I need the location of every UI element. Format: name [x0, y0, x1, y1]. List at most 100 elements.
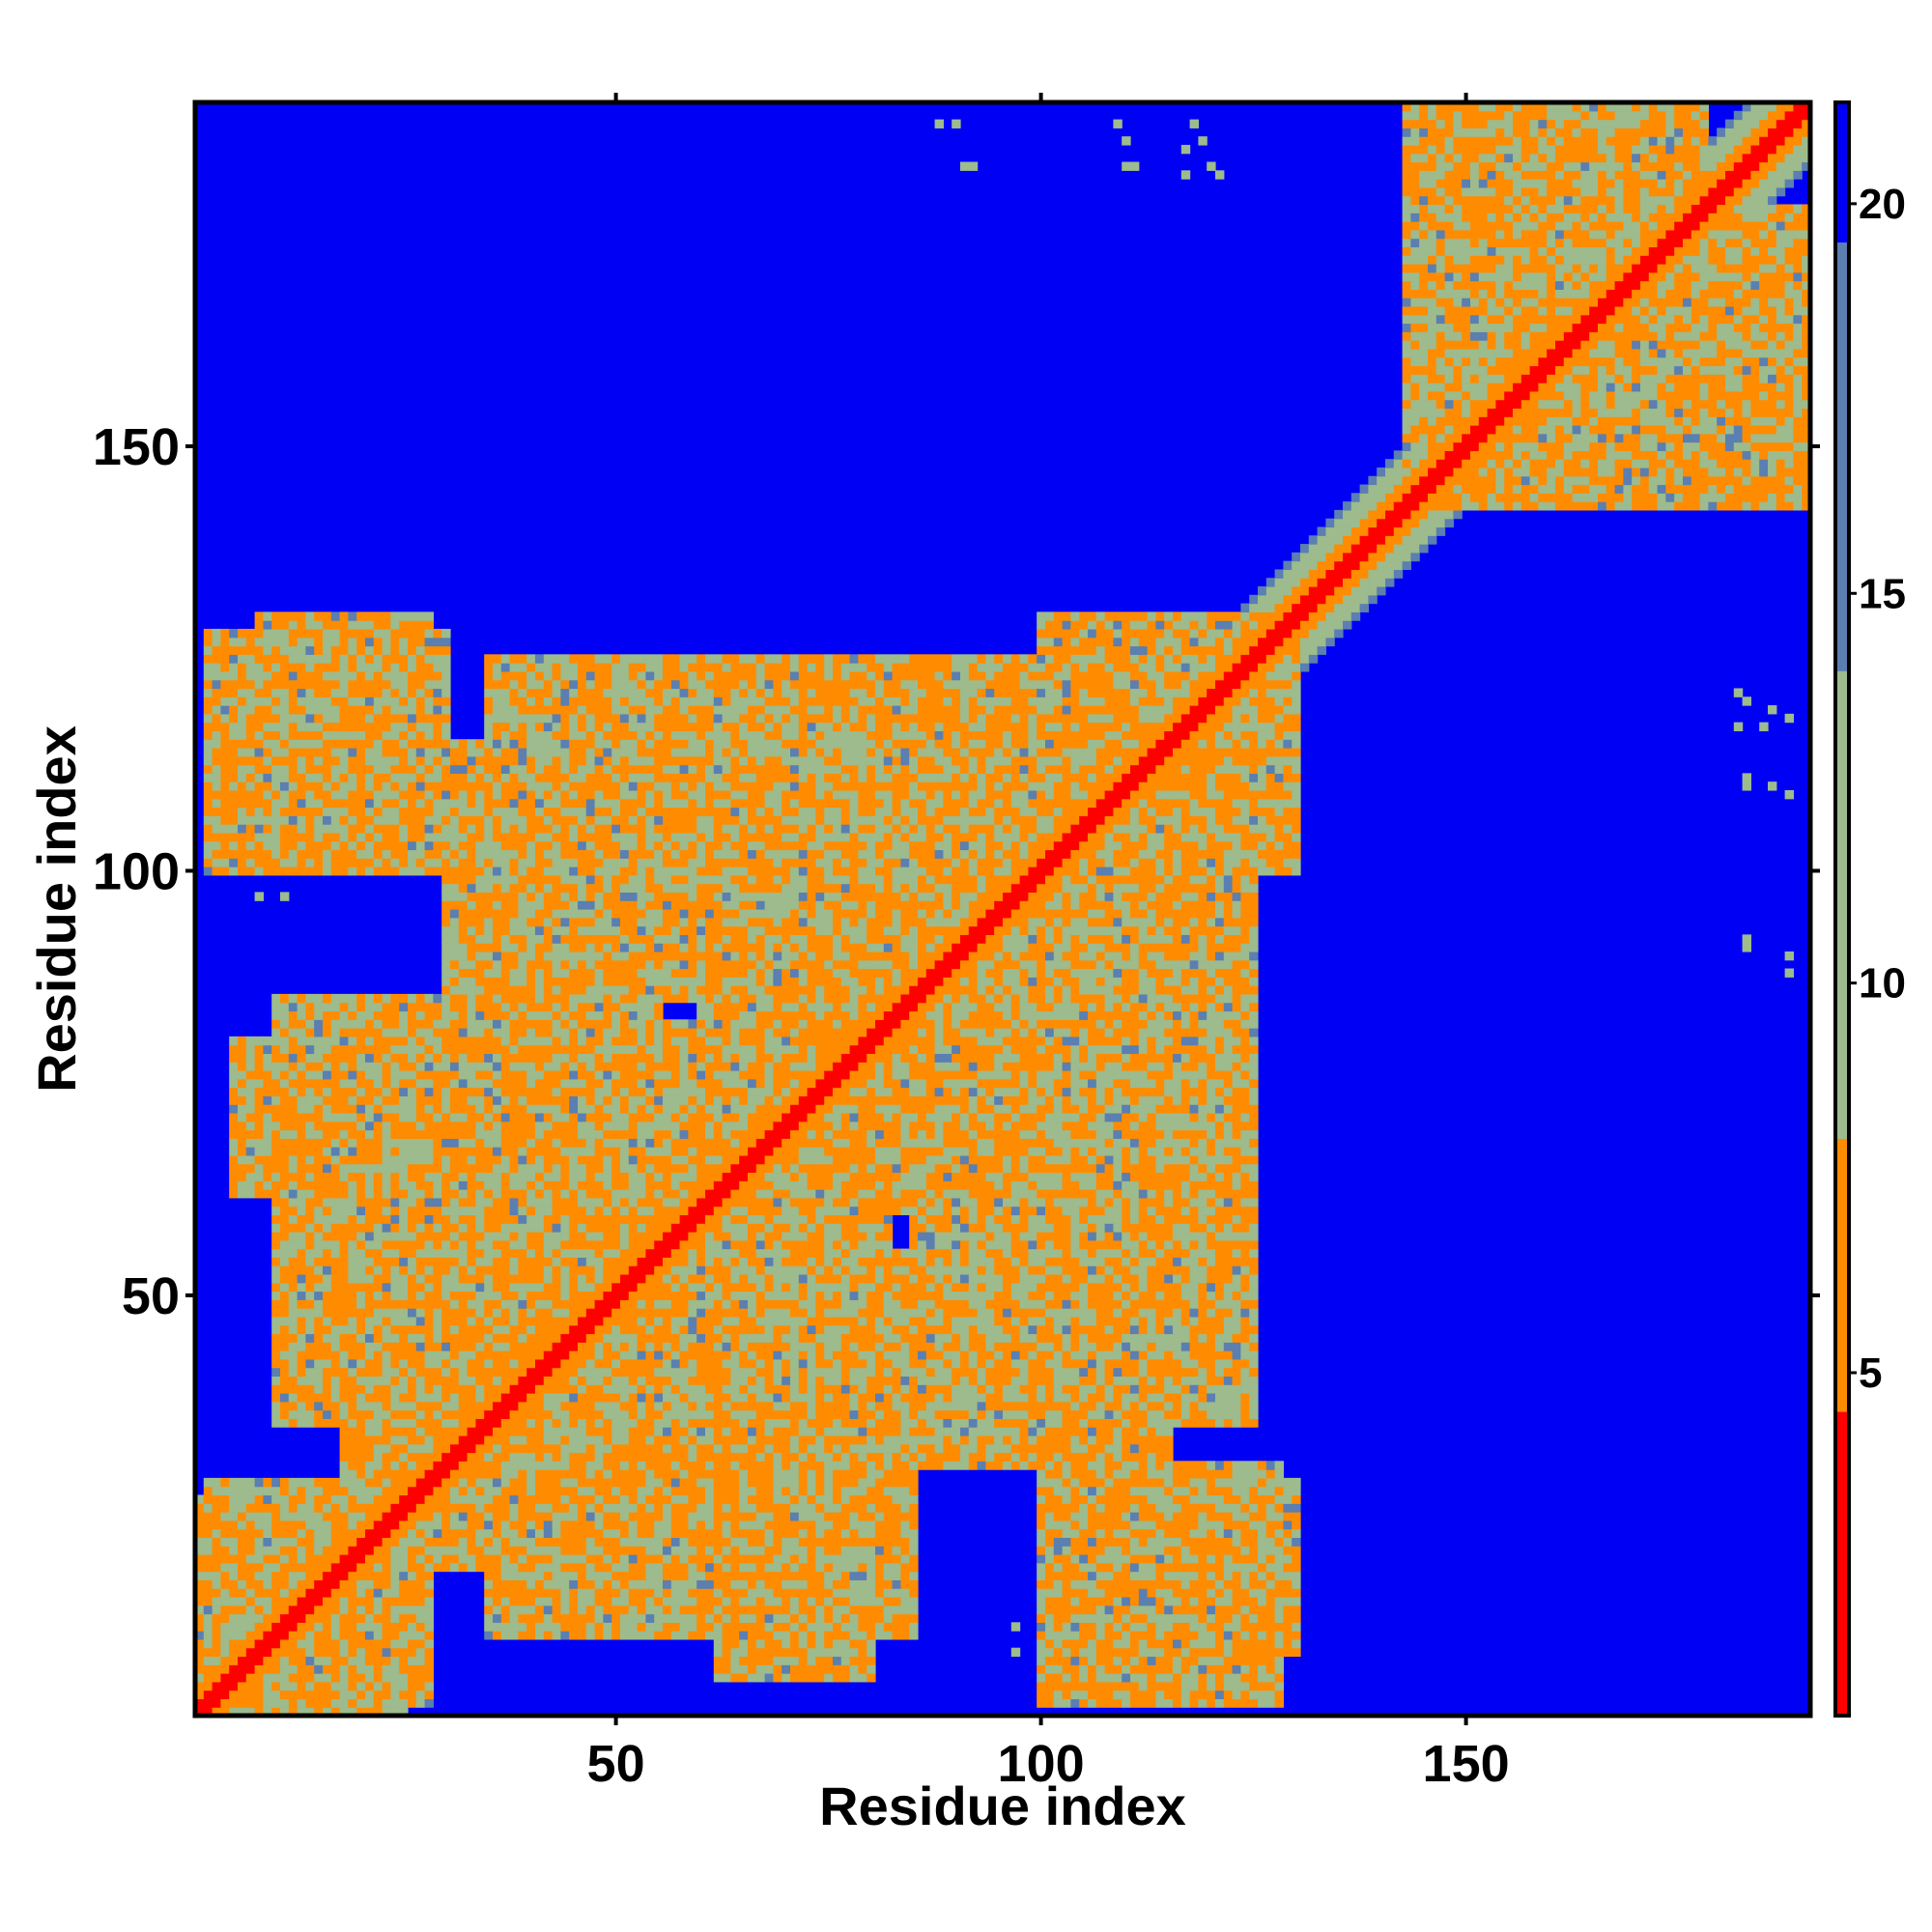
heatmap-cell [569, 807, 579, 816]
heatmap-cell [373, 1265, 384, 1275]
heatmap-cell [441, 1197, 451, 1208]
heatmap-cell [254, 1698, 264, 1708]
heatmap-cell [552, 705, 561, 715]
heatmap-cell [458, 1078, 469, 1089]
heatmap-cell [569, 1154, 579, 1165]
heatmap-cell [493, 781, 502, 791]
heatmap-cell [535, 867, 545, 876]
heatmap-cell [373, 867, 384, 876]
heatmap-cell [263, 1172, 272, 1181]
heatmap-cell [535, 670, 545, 681]
heatmap-cell [585, 1393, 596, 1403]
heatmap-cell [509, 1427, 519, 1436]
heatmap-cell [552, 951, 561, 961]
heatmap-cell [280, 663, 290, 672]
heatmap-cell [245, 1690, 256, 1700]
heatmap-cell [323, 1409, 332, 1419]
heatmap-cell [585, 832, 596, 842]
heatmap-cell [323, 730, 332, 740]
heatmap-cell [373, 1121, 384, 1131]
heatmap-cell [441, 1316, 451, 1326]
heatmap-cell [305, 1503, 315, 1513]
heatmap-cell [450, 1062, 460, 1071]
heatmap-cell [535, 1342, 545, 1351]
heatmap-cell [271, 670, 281, 681]
heatmap-cell [195, 1605, 205, 1615]
heatmap-cell [390, 1376, 400, 1385]
heatmap-cell [560, 985, 570, 995]
heatmap-cell [594, 1053, 604, 1063]
heatmap-cell [424, 1673, 434, 1683]
heatmap-cell [526, 1622, 536, 1632]
heatmap-cell [526, 1443, 536, 1454]
heatmap-cell [297, 867, 306, 876]
heatmap-cell [569, 1528, 579, 1539]
heatmap-cell [475, 849, 485, 859]
heatmap-cell [229, 1494, 239, 1504]
heatmap-cell [415, 1443, 426, 1454]
heatmap-cell [314, 1367, 324, 1378]
heatmap-cell [569, 654, 579, 664]
heatmap-cell [450, 1121, 460, 1131]
heatmap-cell [323, 1282, 332, 1293]
heatmap-cell [569, 663, 579, 672]
heatmap-cell [594, 1095, 604, 1105]
heatmap-cell [518, 1358, 527, 1369]
heatmap-cell [297, 1291, 306, 1300]
heatmap-cell [229, 1070, 239, 1080]
heatmap-cell [458, 1393, 469, 1403]
heatmap-cell [493, 1503, 502, 1513]
heatmap-cell [467, 951, 476, 961]
heatmap-cell [500, 959, 511, 970]
heatmap-cell [348, 1358, 357, 1369]
heatmap-cell [271, 1189, 281, 1199]
heatmap-cell [348, 1172, 357, 1181]
heatmap-cell [339, 1409, 349, 1419]
heatmap-cell [305, 1690, 315, 1700]
heatmap-cell [594, 1324, 604, 1335]
heatmap-cell [424, 1044, 434, 1055]
heatmap-cell [467, 798, 476, 809]
heatmap-cell [441, 1147, 451, 1156]
heatmap-cell [484, 798, 494, 809]
heatmap-cell [314, 1087, 324, 1096]
heatmap-cell [305, 1087, 315, 1096]
heatmap-cell [585, 1078, 596, 1089]
heatmap-cell [433, 1358, 442, 1369]
heatmap-cell [314, 858, 324, 867]
heatmap-cell [585, 1180, 596, 1190]
heatmap-cell [373, 1299, 384, 1309]
heatmap-cell [500, 985, 511, 995]
heatmap-cell [552, 1214, 561, 1224]
heatmap-cell [569, 1537, 579, 1547]
heatmap-cell [339, 1554, 349, 1564]
heatmap-cell [288, 1656, 298, 1665]
heatmap-cell [560, 1265, 570, 1275]
heatmap-cell [500, 663, 511, 672]
heatmap-cell [594, 1605, 604, 1615]
heatmap-cell [543, 1537, 554, 1547]
heatmap-cell [356, 1062, 366, 1071]
heatmap-cell [594, 959, 604, 970]
heatmap-cell [408, 781, 417, 791]
heatmap-cell [245, 663, 256, 672]
heatmap-cell [390, 1206, 400, 1216]
heatmap-cell [569, 1265, 579, 1275]
heatmap-cell [305, 1282, 315, 1293]
heatmap-cell [526, 663, 536, 672]
heatmap-cell [203, 1613, 213, 1623]
heatmap-cell [220, 637, 230, 647]
heatmap-cell [382, 1588, 391, 1598]
heatmap-cell [603, 1613, 612, 1623]
heatmap-cell [348, 1044, 357, 1055]
heatmap-cell [408, 688, 417, 697]
heatmap-cell [569, 1596, 579, 1606]
heatmap-cell [408, 713, 417, 724]
heatmap-cell [526, 993, 536, 1004]
heatmap-cell [271, 1197, 281, 1208]
heatmap-cell [424, 1681, 434, 1691]
heatmap-cell [382, 1554, 391, 1564]
heatmap-cell [348, 1477, 357, 1488]
heatmap-cell [220, 867, 230, 876]
heatmap-cell [212, 1690, 221, 1700]
